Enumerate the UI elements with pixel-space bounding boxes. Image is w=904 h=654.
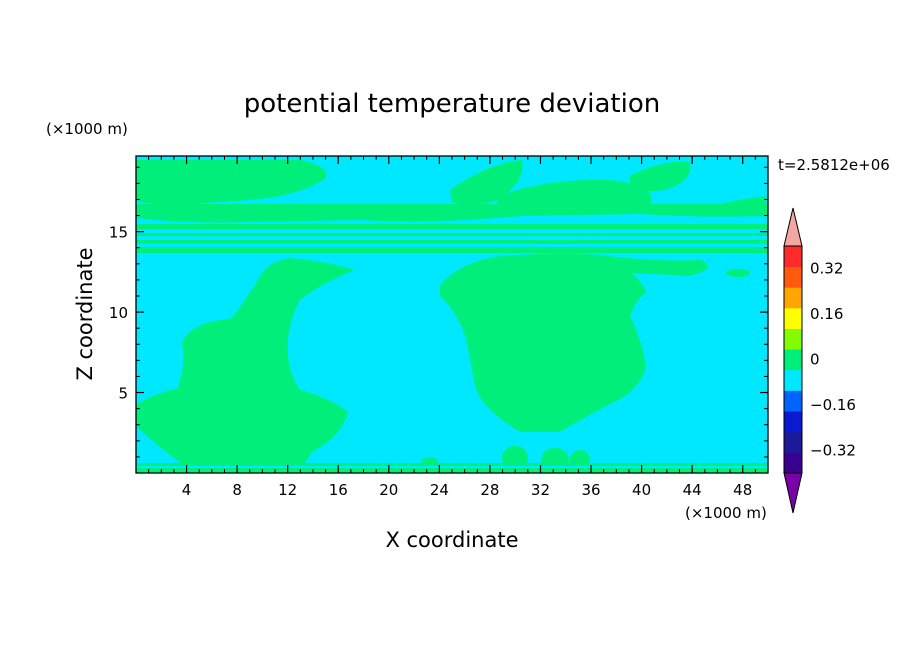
x-tick-label: 36 (581, 481, 600, 499)
upper-patch (700, 196, 766, 212)
colorbar-frame (783, 245, 803, 474)
x-axis-label: X coordinate (385, 528, 518, 552)
colorbar-swatch (784, 411, 802, 433)
left-plume (136, 258, 355, 470)
colorbar-swatch (784, 431, 802, 453)
contour-field (136, 156, 768, 473)
upper-patch (630, 161, 691, 192)
colorbar-swatch (784, 349, 802, 371)
band (136, 224, 768, 229)
colorbar-tick-label: −0.32 (810, 441, 856, 459)
colorbar: −0.32 −0.16 0 0.16 0.32 (783, 207, 856, 514)
band (136, 240, 768, 244)
x-tick-label: 48 (733, 481, 752, 499)
x-tick-label: 12 (278, 481, 297, 499)
colorbar-swatch (784, 452, 802, 474)
upper-patch (136, 204, 768, 223)
x-tick-label: 28 (480, 481, 499, 499)
right-plume (440, 254, 646, 432)
y-axis-ticks: 5 10 15 (109, 166, 768, 458)
colorbar-swatch (784, 390, 802, 412)
x-tick-label: 24 (430, 481, 449, 499)
mid-patch (726, 269, 750, 277)
x-unit-note: (×1000 m) (685, 504, 767, 522)
y-tick-label: 15 (109, 224, 128, 242)
x-tick-label: 40 (632, 481, 651, 499)
colorbar-tick-label: −0.16 (810, 396, 856, 414)
time-label: t=2.5812e+06 (778, 156, 890, 174)
x-tick-label: 20 (379, 481, 398, 499)
y-tick-label: 5 (118, 385, 128, 403)
x-tick-label: 44 (683, 481, 702, 499)
colorbar-swatch (784, 328, 802, 350)
colorbar-over-triangle (783, 207, 803, 247)
colorbar-swatch (784, 246, 802, 268)
surface-layer-thin (136, 466, 768, 468)
x-tick-label: 4 (182, 481, 192, 499)
band (136, 233, 768, 236)
colorbar-tick-label: 0.16 (810, 305, 843, 323)
colorbar-tick-label: 0 (810, 351, 820, 369)
y-unit-note: (×1000 m) (46, 120, 128, 138)
y-axis-label: Z coordinate (73, 247, 97, 380)
x-tick-label: 32 (531, 481, 550, 499)
colorbar-swatch (784, 307, 802, 329)
colorbar-swatch (784, 266, 802, 288)
right-plume-cap (478, 253, 708, 276)
x-tick-label: 16 (329, 481, 348, 499)
y-tick-label: 10 (109, 304, 128, 322)
chart-title: potential temperature deviation (244, 89, 660, 119)
colorbar-swatch (784, 369, 802, 391)
upper-patch (450, 160, 523, 205)
colorbar-under-triangle (783, 472, 803, 514)
x-tick-label: 8 (232, 481, 242, 499)
upper-patch (496, 179, 652, 210)
colorbar-tick-label: 0.32 (810, 260, 843, 278)
colorbar-swatch (784, 287, 802, 309)
band (136, 247, 768, 253)
upper-patch (150, 178, 256, 202)
x-axis-ticks: 4 8 12 16 20 24 28 32 36 40 44 48 (148, 156, 756, 499)
